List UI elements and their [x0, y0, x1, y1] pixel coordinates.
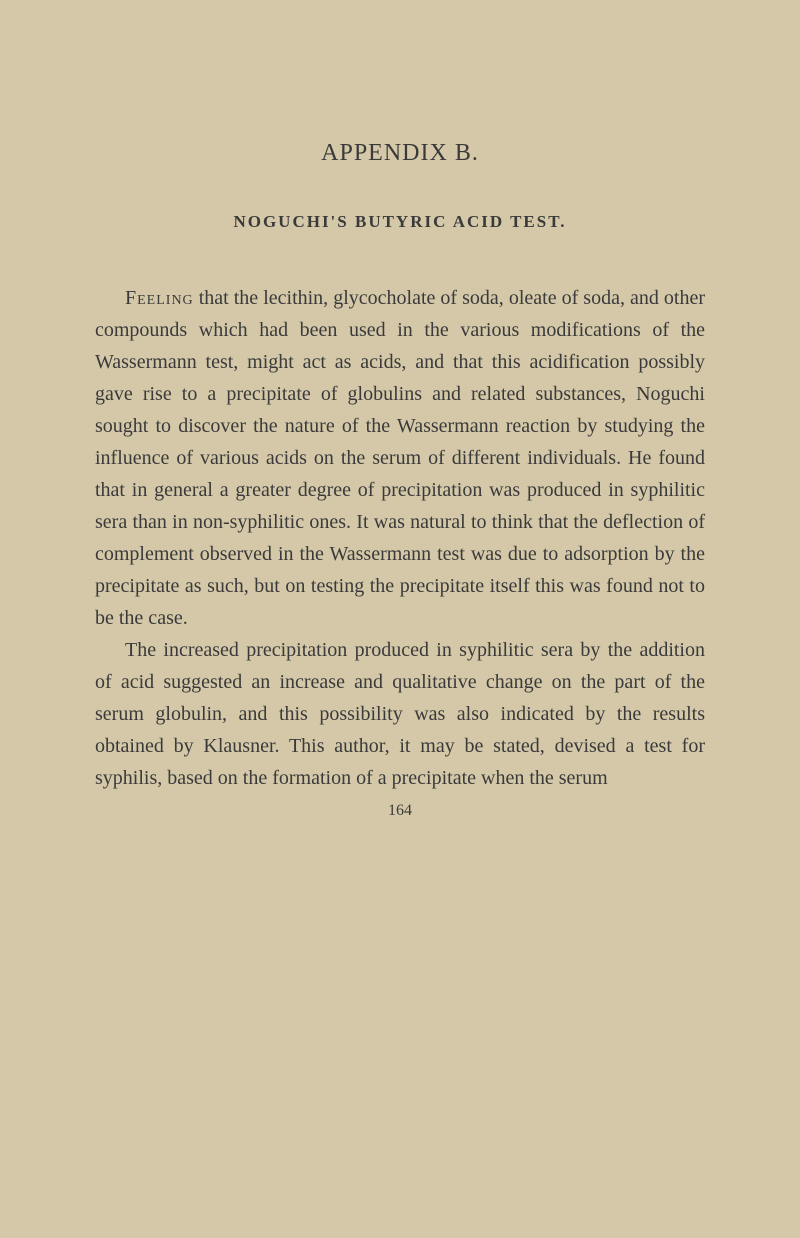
first-word: Feeling: [125, 287, 194, 309]
paragraph-2-text: The increased precipitation produced in …: [95, 639, 705, 789]
paragraph-1: Feeling that the lecithin, glycocholate …: [95, 282, 705, 634]
appendix-title: APPENDIX B.: [95, 140, 705, 167]
page-number: 164: [95, 802, 705, 820]
body-text-container: Feeling that the lecithin, glycocholate …: [95, 282, 705, 794]
section-subtitle: NOGUCHI'S BUTYRIC ACID TEST.: [95, 212, 705, 232]
paragraph-1-text: that the lecithin, glycocholate of soda,…: [95, 287, 705, 629]
paragraph-2: The increased precipitation produced in …: [95, 634, 705, 794]
